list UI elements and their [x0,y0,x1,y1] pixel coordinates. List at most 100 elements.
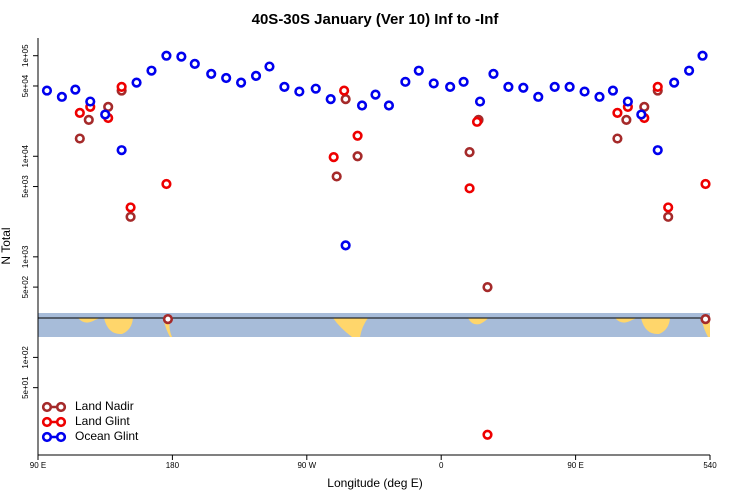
point [621,114,632,125]
point [400,76,411,87]
legend-label: Land Glint [75,414,130,428]
point [697,50,708,61]
point [294,86,305,97]
legend-marker [41,431,53,443]
legend-marker [55,431,67,443]
legend-label: Land Nadir [75,399,134,413]
point [340,94,351,105]
legend-marker [41,416,53,428]
point [579,86,590,97]
point [652,145,663,156]
ocean-band [38,313,710,337]
point [235,77,247,88]
point [700,178,711,190]
point [85,96,96,107]
x-tick-label: 0 [439,461,444,470]
point [161,178,172,190]
land [333,318,368,337]
point [221,72,232,84]
legend-label: Ocean Glint [75,429,139,443]
point [663,211,674,222]
point [413,65,424,76]
point [146,65,157,76]
point [683,65,695,76]
point [370,89,381,100]
point [83,114,94,125]
point [464,183,475,194]
point [41,85,53,96]
point [445,81,456,92]
point [383,100,395,111]
point [488,68,499,79]
point [669,77,680,88]
point [549,81,560,92]
point [533,91,544,102]
y-tick-label: 1e+04 [21,144,30,167]
point [310,83,321,94]
x-tick-label: 180 [166,461,180,470]
point [74,133,85,144]
x-tick-label: 90 W [297,461,316,470]
y-tick-label: 1e+05 [21,44,30,67]
point [471,116,483,127]
x-axis-label: Longitude (deg E) [327,476,422,490]
point [622,96,633,107]
point [279,81,290,92]
x-tick-label: 90 E [30,461,46,470]
point [594,91,605,102]
point [612,133,623,144]
y-tick-label: 5e+02 [21,275,30,298]
point [189,58,200,69]
point [70,84,81,95]
point [612,107,623,118]
point [74,107,85,118]
point [474,96,486,107]
point [518,82,529,93]
point [116,81,127,92]
point [325,94,336,105]
point [636,109,647,120]
point [264,61,275,72]
point [331,171,342,182]
land [468,318,488,325]
y-axis-label: N Total [0,227,13,264]
point [328,152,339,163]
point [564,81,575,92]
point [100,109,111,120]
point [339,85,350,96]
legend-marker [55,401,67,413]
point [652,81,663,92]
point [482,429,493,440]
y-tick-label: 5e+01 [21,376,30,399]
point [250,70,262,81]
y-tick-label: 5e+04 [21,74,30,97]
y-tick-label: 5e+03 [21,175,30,198]
point [352,151,363,162]
point [125,202,136,213]
x-tick-label: 90 E [567,461,583,470]
point [56,91,67,102]
y-tick-label: 1e+03 [21,245,30,268]
x-tick-label: 540 [703,461,717,470]
point [176,51,187,62]
point [607,85,619,96]
point [206,68,217,79]
point [428,78,439,89]
point [356,100,368,111]
point [352,130,363,141]
land [615,318,670,335]
land [78,318,133,335]
point [125,211,136,222]
legend-marker [55,416,67,428]
point [131,77,142,88]
chart-title: 40S-30S January (Ver 10) Inf to -Inf [252,11,500,28]
point [458,76,469,87]
legend-marker [41,401,53,413]
point [464,147,475,158]
point [503,81,514,92]
y-tick-label: 1e+02 [21,346,30,369]
point [482,282,493,293]
point [116,145,127,156]
